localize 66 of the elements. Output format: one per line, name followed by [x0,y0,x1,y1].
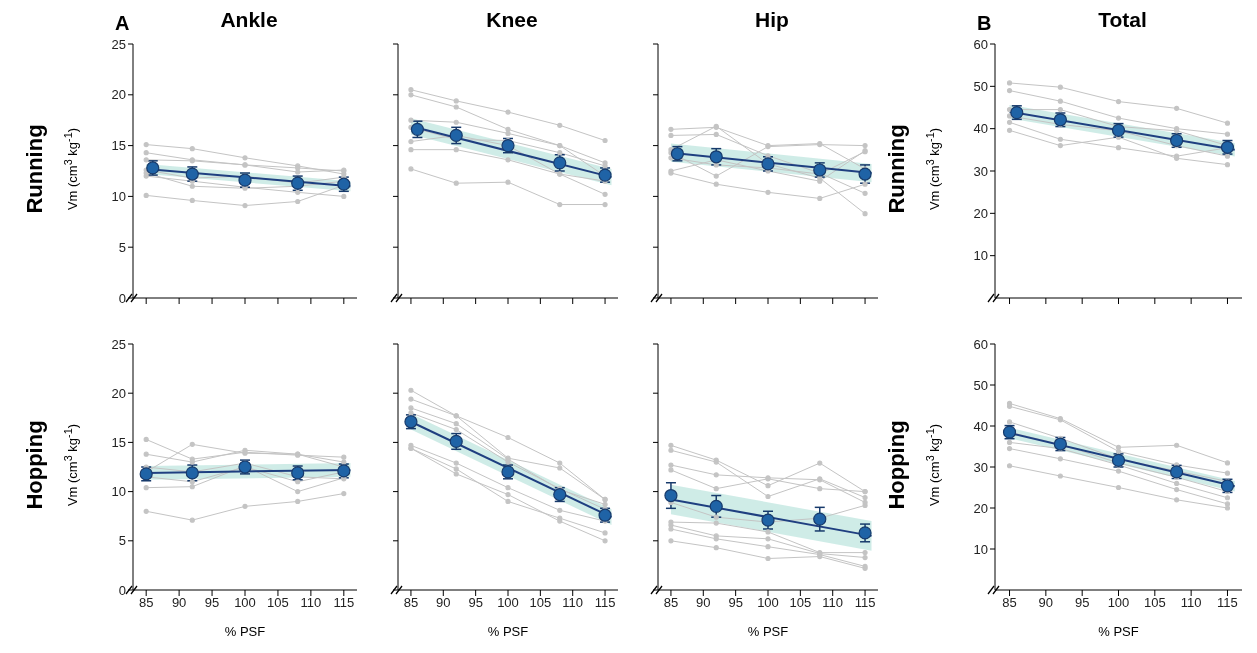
x-tick-label: 90 [696,595,711,611]
text: Hopping [22,420,48,510]
x-tick-label: 100 [234,595,256,611]
y-tick-label: 30 [973,459,988,475]
x-tick-label: 110 [822,595,844,611]
x-tick-label: 95 [204,595,220,611]
y-tick-label: 5 [118,239,126,255]
y-tick-label: 50 [973,78,988,94]
text: A [115,12,130,35]
x-tick-label: 90 [171,595,187,611]
y-tick-label: 15 [111,138,126,154]
x-tick-label: 90 [1038,595,1054,611]
x-tick-label: 100 [757,595,779,611]
y-tick-label: 60 [973,336,988,352]
y-tick-label: 0 [118,582,126,598]
y-tick-label: 0 [118,290,126,306]
x-tick-label: 95 [468,595,483,611]
x-tick-label: 90 [436,595,451,611]
y-tick-label: 40 [973,121,988,137]
x-tick-label: 115 [1217,595,1238,611]
x-tick-label: 115 [854,595,876,611]
x-tick-label: 105 [1143,595,1166,611]
y-tick-label: 15 [111,435,126,451]
chart-title: Ankle [219,8,279,32]
y-tick-label: 25 [111,336,126,352]
x-tick-label: 105 [789,595,812,611]
y-tick-label: 20 [111,87,126,103]
x-tick-label: 85 [403,595,419,611]
chart-title: Hip [754,8,790,32]
x-tick-label: 95 [1074,595,1090,611]
x-tick-label: 115 [333,595,355,611]
y-tick-label: 50 [973,377,988,393]
y-tick-label: 30 [973,163,988,179]
x-tick-label: 110 [1180,595,1202,611]
x-tick-label: 110 [300,595,322,611]
x-axis-title: % PSF [746,624,790,639]
x-tick-label: 105 [267,595,289,611]
x-tick-label: 85 [663,595,679,611]
text: B [977,12,992,35]
y-tick-label: 60 [973,36,988,52]
x-axis-title: % PSF [223,624,267,639]
y-tick-label: 25 [111,36,126,52]
x-tick-label: 85 [138,595,154,611]
x-tick-label: 100 [497,595,519,611]
y-tick-label: 10 [111,484,126,500]
chart-title: Knee [485,8,539,32]
y-tick-label: 20 [973,205,988,221]
x-axis-title: % PSF [486,624,530,639]
chart-title: Total [1097,8,1148,32]
y-tick-label: 20 [111,385,126,401]
text: Hopping [884,420,910,510]
x-tick-label: 85 [1002,595,1017,611]
x-tick-label: 100 [1107,595,1130,611]
text: Running [884,124,910,214]
x-tick-label: 105 [529,595,552,611]
y-tick-label: 10 [973,541,988,557]
text: Running [22,124,48,214]
y-tick-label: 40 [973,418,988,434]
x-tick-label: 95 [728,595,743,611]
y-tick-label: 10 [973,248,988,264]
x-tick-label: 115 [594,595,616,611]
x-axis-title: % PSF [1097,624,1140,639]
y-tick-label: 10 [111,189,126,205]
y-tick-label: 5 [118,533,126,549]
x-tick-label: 110 [562,595,584,611]
y-tick-label: 20 [973,500,988,516]
